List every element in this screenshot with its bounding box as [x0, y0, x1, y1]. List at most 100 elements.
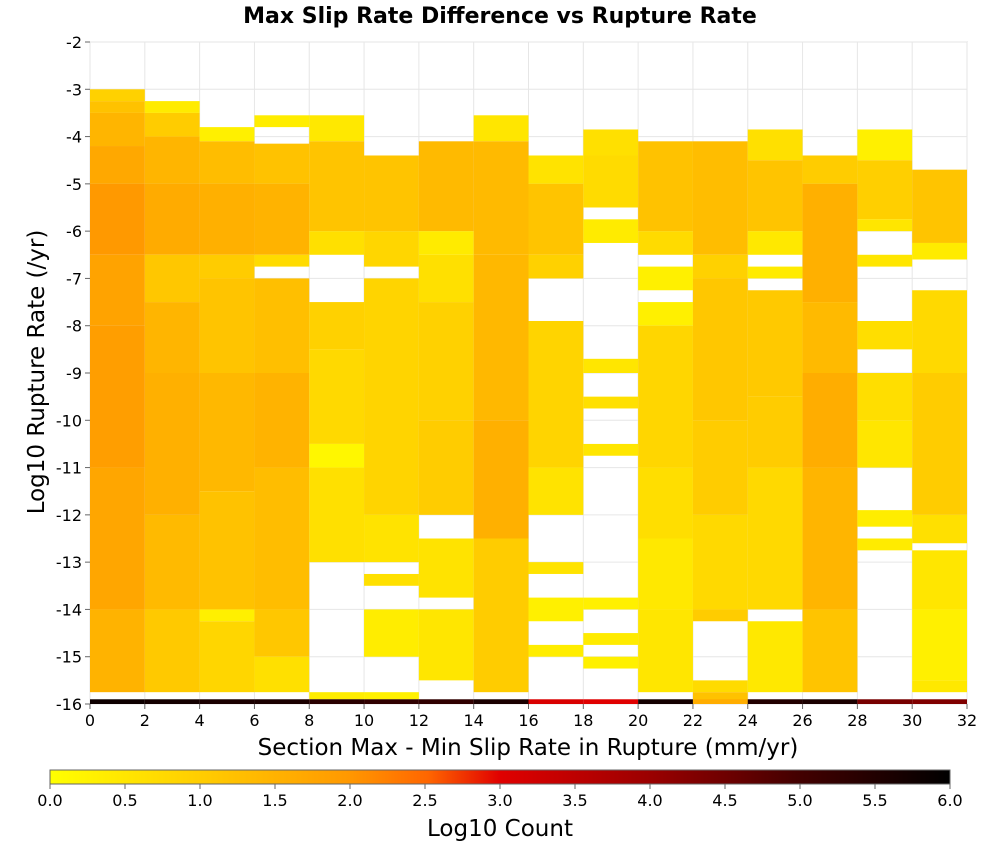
y-tick-label: -7	[66, 269, 82, 288]
x-tick-label: 14	[464, 711, 484, 730]
heatmap-cell	[583, 656, 639, 669]
heatmap-cell	[583, 129, 639, 156]
heatmap-cell	[528, 562, 584, 574]
heatmap-cell	[692, 254, 748, 279]
heatmap-cell	[638, 538, 693, 610]
x-tick-label: 24	[738, 711, 758, 730]
colorbar-tick-label: 3.0	[487, 791, 512, 810]
heatmap-cell	[857, 219, 913, 232]
heatmap-cell	[199, 183, 255, 255]
y-tick-label: -13	[56, 553, 82, 572]
heatmap-cell	[692, 680, 748, 693]
heatmap-cell	[802, 373, 858, 468]
x-tick-label: 6	[249, 711, 259, 730]
heatmap-cell	[364, 609, 419, 657]
y-tick-label: -6	[66, 222, 82, 241]
heatmap-cell	[692, 420, 748, 515]
heatmap-cell	[747, 129, 803, 161]
heatmap-cell	[528, 254, 584, 279]
heatmap-cell	[528, 644, 584, 657]
chart-title: Max Slip Rate Difference vs Rupture Rate	[243, 4, 757, 29]
heatmap-cell	[802, 155, 858, 184]
heatmap-cell	[144, 609, 200, 693]
heatmap-cell	[144, 136, 200, 184]
y-tick-label: -4	[66, 128, 82, 147]
colorbar	[49, 769, 951, 785]
heatmap-cell	[583, 443, 639, 456]
heatmap-cell	[254, 183, 310, 255]
heatmap-cell	[473, 538, 529, 693]
heatmap-cell	[638, 141, 693, 232]
heatmap-cell	[199, 621, 255, 693]
x-tick-label: 26	[792, 711, 812, 730]
heatmap-cell	[364, 573, 419, 586]
heatmap-cell	[473, 254, 529, 421]
heatmap-cell	[418, 538, 474, 598]
heatmap-cell	[364, 155, 419, 232]
heatmap-cell	[747, 266, 803, 279]
heatmap-cell	[692, 609, 748, 622]
heatmap-cell	[802, 467, 858, 610]
heatmap-cell	[583, 597, 639, 610]
x-axis-title: Section Max - Min Slip Rate in Rupture (…	[258, 735, 799, 761]
heatmap-cell	[583, 633, 639, 645]
colorbar-tick-label: 4.5	[712, 791, 737, 810]
heatmap-cell	[144, 373, 200, 515]
x-tick-label: 0	[85, 711, 95, 730]
heatmap-cell-bottom	[583, 699, 639, 704]
heatmap-cell	[90, 254, 145, 326]
heatmap-cell	[692, 141, 748, 255]
heatmap-cell	[473, 115, 529, 142]
heatmap-cell	[90, 325, 145, 468]
x-tick-label: 22	[683, 711, 703, 730]
heatmap-cell	[857, 538, 913, 551]
heatmap-cell	[912, 290, 967, 373]
heatmap-cell	[912, 169, 967, 243]
heatmap-cell	[199, 491, 255, 610]
heatmap-cell	[90, 112, 145, 147]
heatmap-cell	[857, 160, 913, 220]
heatmap-cell	[638, 467, 693, 539]
heatmap-cell	[747, 290, 803, 397]
y-tick-label: -2	[66, 33, 82, 52]
heatmap-cell	[418, 231, 474, 255]
x-tick-label: 30	[902, 711, 922, 730]
x-tick-label: 32	[957, 711, 977, 730]
x-tick-label: 4	[195, 711, 205, 730]
heatmap-cell	[199, 141, 255, 184]
heatmap-cell	[692, 278, 748, 421]
heatmap-cell	[364, 373, 419, 515]
heatmap-cell	[802, 609, 858, 693]
heatmap-cell	[528, 183, 584, 255]
heatmap-cell	[254, 143, 310, 184]
heatmap-cell	[144, 302, 200, 373]
y-tick-label: -11	[56, 459, 82, 478]
heatmap-cell	[199, 278, 255, 373]
x-tick-label: 10	[354, 711, 374, 730]
heatmap-cell	[638, 266, 693, 291]
heatmap-cell-bottom	[692, 699, 748, 704]
heatmap-cell	[747, 621, 803, 693]
heatmap-cell-bottom	[528, 699, 584, 704]
heatmap-cell	[583, 358, 639, 373]
heatmap-cell	[309, 141, 365, 232]
heatmap-cell-bottom	[638, 699, 693, 704]
heatmap-cell-bottom	[364, 699, 419, 704]
heatmap-cell	[692, 514, 748, 610]
heatmap-cell	[309, 467, 365, 563]
heatmap-cell	[912, 550, 967, 610]
colorbar-tick-label: 1.5	[262, 791, 287, 810]
colorbar-tick-label: 5.5	[862, 791, 887, 810]
y-tick-label: -15	[56, 648, 82, 667]
heatmap-cell	[802, 183, 858, 303]
heatmap-cell	[90, 609, 145, 693]
heatmap-cell	[912, 514, 967, 544]
heatmap-cell	[199, 127, 255, 142]
heatmap-cell	[638, 325, 693, 468]
x-tick-label: 20	[628, 711, 648, 730]
heatmap-cell-bottom	[418, 699, 474, 704]
heatmap-cell	[144, 101, 200, 113]
heatmap-cell	[309, 115, 365, 142]
heatmap-cell	[638, 231, 693, 255]
heatmap-cell	[364, 278, 419, 373]
